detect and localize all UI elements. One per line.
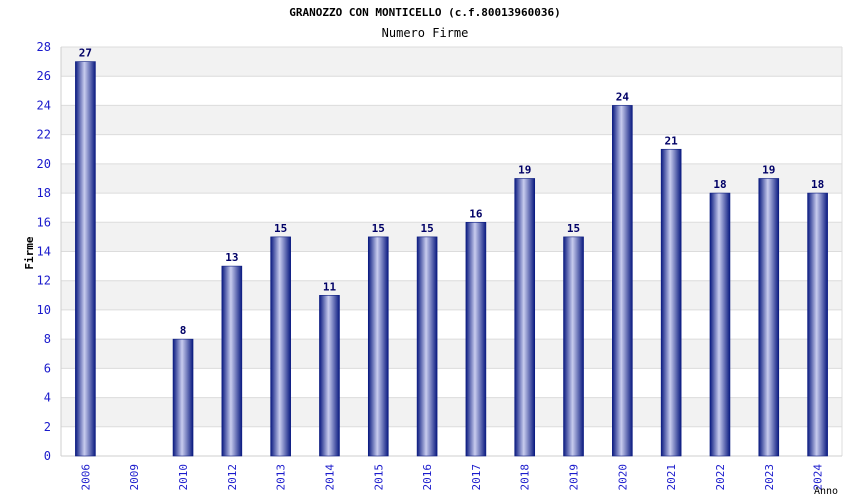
bar: [758, 178, 780, 457]
x-tick-label: 2015: [372, 464, 385, 491]
bar: [563, 236, 584, 457]
x-tick-label: 2010: [177, 464, 190, 491]
y-tick-label: 28: [37, 40, 51, 54]
x-tick-label: 2018: [519, 464, 532, 491]
y-tick-label: 12: [37, 274, 51, 288]
y-tick-label: 18: [37, 186, 51, 200]
bar: [416, 236, 438, 457]
x-tick-label: 2012: [226, 464, 239, 491]
chart-title: GRANOZZO CON MONTICELLO (c.f.80013960036…: [289, 6, 561, 19]
y-axis-label: Firme: [23, 236, 36, 269]
x-tick-label: 2021: [665, 464, 678, 491]
x-tick-label: 2024: [812, 464, 825, 491]
x-tick-label: 2009: [128, 464, 141, 491]
bar: [270, 236, 291, 457]
bar: [612, 105, 633, 457]
bar-value-label: 18: [713, 178, 726, 191]
bar: [319, 295, 340, 457]
y-tick-label: 16: [37, 215, 51, 229]
x-tick-label: 2020: [616, 464, 629, 491]
bar: [465, 221, 487, 457]
chart-subtitle: Numero Firme: [381, 26, 469, 40]
bar-value-label: 15: [567, 222, 580, 235]
bar: [514, 178, 536, 457]
x-axis-label: Anno: [814, 486, 838, 497]
bar: [709, 192, 731, 457]
x-tick-label: 2014: [323, 464, 336, 491]
bar-value-label: 11: [323, 280, 337, 293]
y-tick-label: 24: [37, 98, 51, 112]
bar-value-label: 16: [469, 207, 483, 220]
x-tick-label: 2006: [79, 464, 92, 491]
bar: [660, 148, 682, 457]
y-tick-label: 22: [37, 128, 51, 142]
x-tick-label: 2023: [763, 464, 776, 491]
y-tick-label: 0: [44, 449, 51, 463]
bar: [367, 236, 389, 457]
x-tick-label: 2017: [470, 464, 483, 491]
x-tick-label: 2013: [275, 464, 288, 491]
y-tick-label: 2: [44, 420, 51, 434]
bar-value-label: 27: [79, 47, 92, 60]
bar-value-label: 15: [420, 222, 433, 235]
bar-value-label: 13: [225, 251, 238, 264]
bar-value-label: 21: [665, 134, 679, 147]
x-tick-label: 2019: [568, 464, 581, 491]
bar-value-label: 18: [811, 178, 824, 191]
y-tick-label: 14: [37, 245, 51, 259]
y-tick-label: 20: [37, 157, 51, 171]
y-tick-label: 10: [37, 303, 51, 317]
bar-value-label: 19: [762, 163, 775, 176]
grid-band: [61, 163, 842, 194]
bar: [221, 265, 243, 457]
bar-value-label: 15: [274, 222, 287, 235]
grid-band: [61, 47, 842, 77]
grid-band: [61, 105, 842, 135]
bar: [75, 61, 96, 457]
y-tick-label: 4: [44, 391, 51, 405]
bar-value-label: 24: [616, 90, 630, 103]
x-tick-label: 2016: [421, 464, 434, 491]
bar: [172, 338, 194, 457]
y-tick-label: 26: [37, 69, 51, 83]
bar-value-label: 15: [372, 222, 385, 235]
bar-value-label: 19: [518, 163, 531, 176]
bar-value-label: 8: [180, 324, 187, 337]
y-tick-label: 6: [44, 361, 51, 375]
bar: [807, 192, 828, 457]
x-tick-label: 2022: [714, 464, 727, 491]
y-tick-label: 8: [44, 332, 51, 346]
